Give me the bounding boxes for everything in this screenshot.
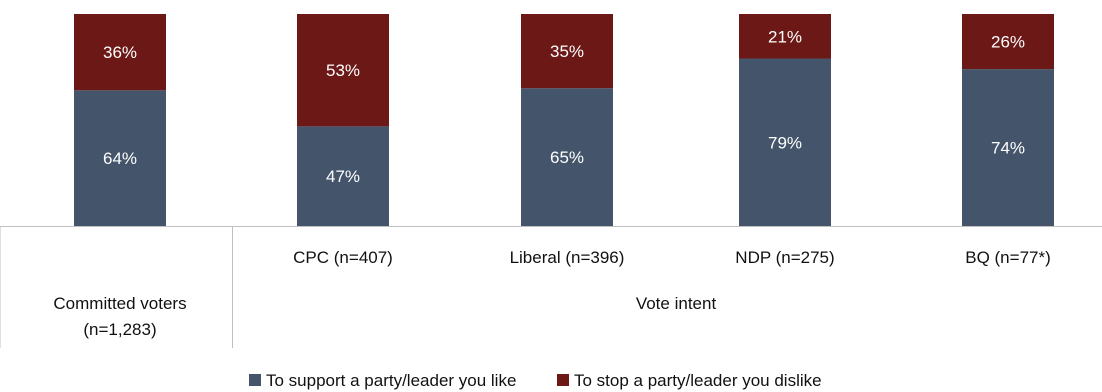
data-label-support-3: 79%	[768, 133, 802, 152]
data-label-support-0: 64%	[103, 149, 137, 168]
data-label-stop-2: 35%	[550, 42, 584, 61]
bar-stop-4	[962, 14, 1054, 70]
category-label-1: CPC (n=407)	[293, 248, 393, 267]
group-label: Vote intent	[636, 294, 717, 313]
legend-swatch-support	[249, 374, 261, 386]
category-label-3: NDP (n=275)	[735, 248, 834, 267]
bar-stop-1	[297, 14, 389, 127]
bar-support-1	[297, 126, 389, 226]
legend-label-support: To support a party/leader you like	[266, 371, 516, 390]
legend-swatch-stop	[557, 374, 569, 386]
bar-stop-3	[739, 14, 831, 59]
bar-support-0	[74, 90, 166, 226]
data-label-support-2: 65%	[550, 148, 584, 167]
category-label-4: BQ (n=77*)	[965, 248, 1051, 267]
data-label-stop-4: 26%	[991, 33, 1025, 52]
data-label-stop-1: 53%	[326, 61, 360, 80]
bar-stop-2	[521, 14, 613, 89]
data-label-stop-3: 21%	[768, 27, 802, 46]
data-label-stop-0: 36%	[103, 43, 137, 62]
category-label-2: Liberal (n=396)	[510, 248, 625, 267]
data-label-support-1: 47%	[326, 167, 360, 186]
legend-label-stop: To stop a party/leader you dislike	[574, 371, 822, 390]
data-label-support-4: 74%	[991, 139, 1025, 158]
category-label-0-line2: (n=1,283)	[83, 320, 156, 339]
bar-support-3	[739, 58, 831, 226]
bar-stop-0	[74, 14, 166, 91]
bar-support-2	[521, 88, 613, 226]
bar-support-4	[962, 69, 1054, 227]
category-label-0-line1: Committed voters	[53, 294, 186, 313]
